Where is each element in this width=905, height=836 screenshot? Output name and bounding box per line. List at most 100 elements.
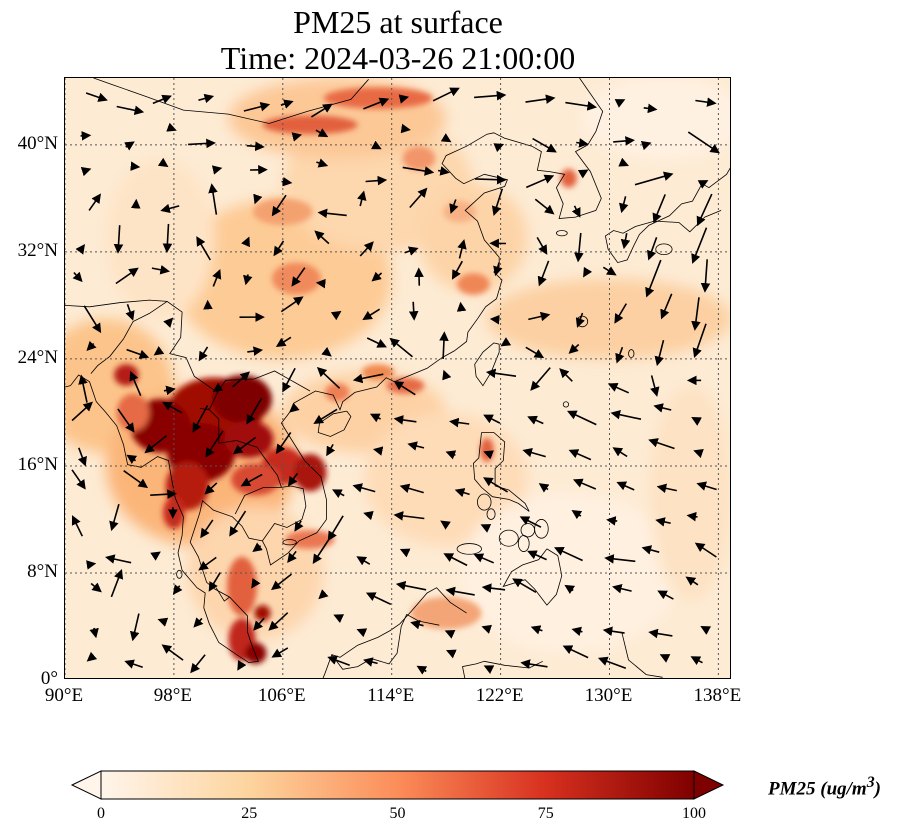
wind-arrow (125, 304, 135, 321)
wind-arrow (251, 577, 261, 589)
wind-arrow (416, 665, 428, 675)
wind-arrow (393, 415, 417, 425)
wind-arrow (559, 368, 573, 382)
wind-arrow (253, 193, 263, 205)
wind-arrow (449, 199, 459, 214)
wind-arrow (634, 171, 674, 186)
wind-arrow (402, 166, 435, 176)
wind-arrow (78, 374, 88, 403)
wind-arrow (532, 137, 557, 153)
lon-tick-label: 106°E (257, 685, 306, 706)
wind-arrow (144, 434, 168, 454)
wind-arrow (554, 546, 583, 562)
wind-arrow (315, 278, 326, 289)
lat-tick-label: 24°N (17, 346, 58, 368)
wind-arrow (316, 158, 329, 168)
wind-arrow (525, 174, 555, 189)
wind-arrow (574, 232, 584, 263)
lat-tick-label: 32°N (17, 239, 58, 261)
lon-tick-label: 98°E (153, 685, 192, 706)
wind-arrow (614, 303, 627, 324)
wind-arrow (271, 647, 289, 658)
wind-arrow (282, 367, 296, 393)
wind-arrow (123, 470, 149, 489)
wind-arrow (606, 516, 618, 526)
wind-arrow (365, 175, 388, 186)
wind-arrow (316, 366, 341, 389)
wind-arrow (519, 516, 542, 528)
wind-arrow (252, 542, 263, 553)
wind-arrow (696, 481, 717, 491)
wind-arrow (357, 190, 367, 207)
colorbar-label: PM25 (ug/m3) (768, 774, 881, 800)
wind-arrow (190, 654, 206, 674)
wind-arrow (160, 203, 180, 214)
wind-arrow (437, 166, 450, 176)
wind-arrow (690, 656, 703, 666)
wind-arrow (162, 223, 173, 254)
wind-arrow (481, 583, 506, 593)
colorbar-tick-label: 25 (241, 805, 258, 822)
wind-arrow (105, 554, 132, 564)
wind-arrow (604, 554, 636, 564)
wind-arrow (150, 551, 161, 561)
wind-arrow (166, 122, 177, 132)
wind-arrow (363, 510, 374, 521)
wind-arrow (271, 194, 287, 217)
wind-arrow (246, 141, 265, 152)
wind-arrow (568, 449, 592, 461)
wind-arrow (440, 520, 451, 530)
wind-arrow (313, 408, 338, 424)
wind-arrow (198, 556, 217, 571)
wind-arrow (656, 483, 677, 494)
wind-arrow (247, 346, 264, 356)
wind-arrow (443, 553, 468, 567)
wind-arrow (327, 515, 344, 542)
wind-arrow (444, 629, 456, 639)
wind-arrow (366, 337, 387, 348)
wind-arrow (612, 447, 628, 458)
wind-arrow (83, 305, 102, 334)
wind-arrow (130, 161, 141, 171)
wind-arrow (527, 415, 544, 425)
wind-arrow (232, 436, 257, 455)
wind-arrow (71, 469, 86, 490)
wind-arrow (208, 572, 221, 592)
wind-arrow (192, 405, 209, 433)
colorbar-gradient (100, 770, 695, 800)
wind-arrow (126, 348, 150, 359)
wind-arrow (512, 578, 537, 593)
wind-arrow (602, 626, 625, 637)
wind-arrow (493, 143, 505, 153)
wind-arrow (537, 260, 550, 287)
wind-arrow (660, 293, 673, 320)
wind-arrow (365, 592, 392, 606)
wind-arrow (291, 132, 303, 142)
wind-arrow (445, 649, 457, 659)
wind-arrow (115, 267, 139, 285)
wind-arrow (281, 177, 293, 187)
wind-arrow (650, 375, 660, 397)
wind-arrow (389, 337, 414, 358)
wind-arrow (655, 517, 671, 527)
wind-arrow (534, 198, 555, 215)
wind-arrow (615, 346, 625, 364)
colorbar-tick-label: 0 (97, 805, 105, 822)
wind-arrow (520, 659, 548, 669)
wind-arrow (527, 550, 547, 561)
wind-arrow (695, 97, 717, 107)
wind-arrow (289, 402, 300, 413)
wind-arrow (161, 644, 184, 661)
wind-arrow (212, 268, 222, 287)
wind-arrow (432, 87, 460, 102)
wind-arrow (89, 627, 99, 639)
wind-arrow (232, 371, 250, 388)
wind-arrow (71, 401, 93, 422)
colorbar-tick-label: 75 (537, 805, 554, 822)
wind-arrow (80, 131, 92, 141)
wind-arrow (80, 167, 92, 177)
wind-arrow (614, 99, 626, 108)
wind-arrow (243, 274, 253, 286)
wind-arrow (571, 626, 583, 637)
colorbar-max-extend (693, 770, 725, 800)
